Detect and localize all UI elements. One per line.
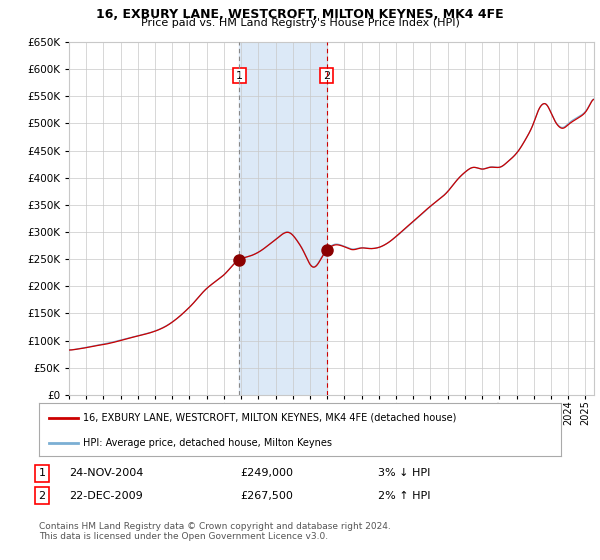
Bar (239, 42, 326, 395)
Text: 1: 1 (236, 71, 243, 81)
Text: 24-NOV-2004: 24-NOV-2004 (69, 468, 143, 478)
Text: Contains HM Land Registry data © Crown copyright and database right 2024.
This d: Contains HM Land Registry data © Crown c… (39, 522, 391, 542)
Text: 1: 1 (38, 468, 46, 478)
Text: HPI: Average price, detached house, Milton Keynes: HPI: Average price, detached house, Milt… (83, 438, 332, 448)
Text: 16, EXBURY LANE, WESTCROFT, MILTON KEYNES, MK4 4FE: 16, EXBURY LANE, WESTCROFT, MILTON KEYNE… (96, 8, 504, 21)
Text: 2: 2 (38, 491, 46, 501)
Text: Price paid vs. HM Land Registry's House Price Index (HPI): Price paid vs. HM Land Registry's House … (140, 18, 460, 29)
Text: 16, EXBURY LANE, WESTCROFT, MILTON KEYNES, MK4 4FE (detached house): 16, EXBURY LANE, WESTCROFT, MILTON KEYNE… (83, 413, 457, 423)
Text: £267,500: £267,500 (240, 491, 293, 501)
Text: 2: 2 (323, 71, 330, 81)
Text: 2% ↑ HPI: 2% ↑ HPI (378, 491, 431, 501)
Text: 22-DEC-2009: 22-DEC-2009 (69, 491, 143, 501)
Text: £249,000: £249,000 (240, 468, 293, 478)
Text: 3% ↓ HPI: 3% ↓ HPI (378, 468, 430, 478)
